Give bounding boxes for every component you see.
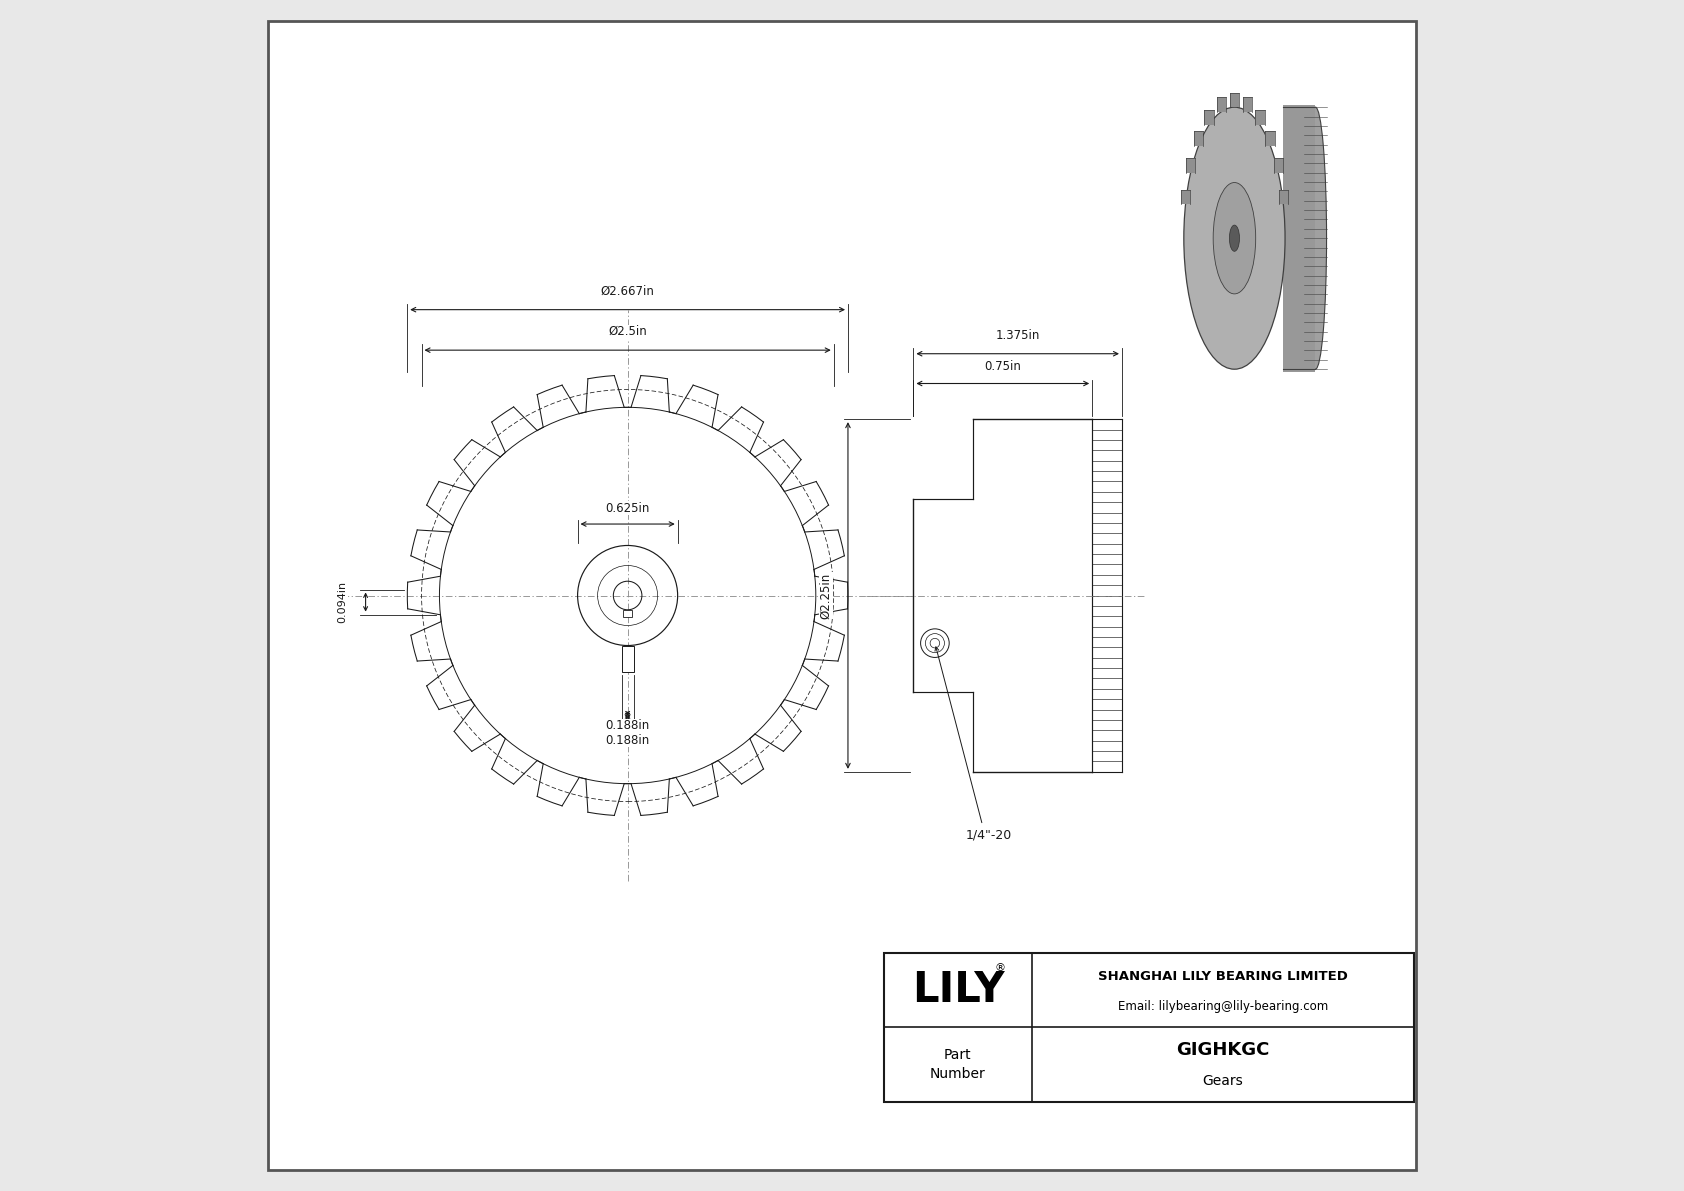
Ellipse shape [1305, 107, 1327, 369]
Polygon shape [1243, 98, 1253, 112]
Polygon shape [1186, 158, 1196, 173]
Ellipse shape [1229, 225, 1239, 251]
Bar [884, 953, 1413, 1102]
Polygon shape [1283, 105, 1315, 372]
Text: Email: lilybearing@lily-bearing.com: Email: lilybearing@lily-bearing.com [1118, 1000, 1329, 1012]
Text: 1/4"-20: 1/4"-20 [965, 829, 1012, 842]
Text: Ø2.667in: Ø2.667in [601, 285, 655, 298]
Polygon shape [1278, 191, 1288, 205]
Text: 0.75in: 0.75in [985, 360, 1021, 373]
Text: 0.625in: 0.625in [606, 501, 650, 515]
Text: Ø2.25in: Ø2.25in [820, 573, 832, 618]
Polygon shape [1180, 191, 1191, 205]
Ellipse shape [1212, 182, 1256, 294]
Text: 1.375in: 1.375in [995, 329, 1039, 342]
Bar [623, 610, 633, 617]
Text: GIGHKGC: GIGHKGC [1175, 1041, 1270, 1059]
Text: Part
Number: Part Number [930, 1048, 985, 1081]
Text: SHANGHAI LILY BEARING LIMITED: SHANGHAI LILY BEARING LIMITED [1098, 971, 1347, 983]
Text: 0.188in: 0.188in [606, 734, 650, 747]
Polygon shape [1255, 111, 1265, 125]
Text: 0.094in: 0.094in [338, 580, 347, 623]
Text: ®: ® [995, 964, 1005, 973]
Polygon shape [1216, 98, 1226, 112]
Text: LILY: LILY [911, 969, 1004, 1011]
Bar [621, 646, 633, 672]
Polygon shape [1204, 111, 1214, 125]
Polygon shape [1265, 131, 1275, 145]
Ellipse shape [1184, 107, 1285, 369]
Text: 0.188in: 0.188in [606, 719, 650, 732]
Polygon shape [1194, 131, 1204, 145]
Text: Gears: Gears [1202, 1074, 1243, 1087]
Text: Ø2.5in: Ø2.5in [608, 325, 647, 338]
Polygon shape [1273, 158, 1283, 173]
Polygon shape [1229, 93, 1239, 107]
